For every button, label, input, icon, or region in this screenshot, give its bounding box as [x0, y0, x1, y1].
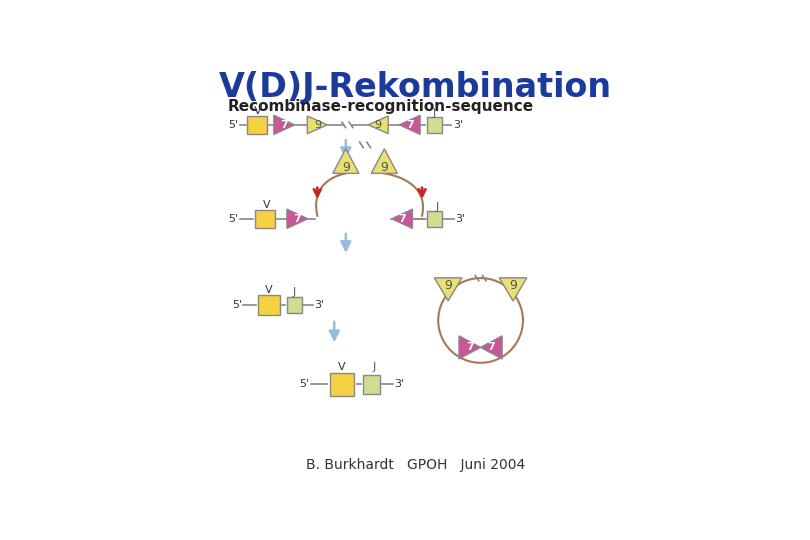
Text: 5': 5'	[300, 379, 309, 389]
Text: 3': 3'	[314, 300, 324, 310]
Bar	[330, 373, 354, 396]
Text: J: J	[292, 287, 296, 297]
Text: 9: 9	[381, 161, 388, 174]
Text: V: V	[262, 200, 271, 210]
Polygon shape	[287, 209, 308, 228]
Text: 9: 9	[374, 120, 382, 130]
Text: 9: 9	[509, 279, 517, 292]
Polygon shape	[392, 209, 412, 228]
Polygon shape	[499, 278, 526, 301]
Text: 5': 5'	[228, 214, 238, 224]
Text: V(D)J-Rekombination: V(D)J-Rekombination	[219, 71, 612, 104]
Text: 3': 3'	[394, 379, 404, 389]
Polygon shape	[307, 116, 327, 134]
Polygon shape	[333, 148, 359, 173]
Text: B. Burkhardt   GPOH   Juni 2004: B. Burkhardt GPOH Juni 2004	[305, 458, 525, 472]
Text: J: J	[433, 109, 436, 118]
Polygon shape	[459, 336, 480, 359]
Text: 3': 3'	[455, 214, 465, 224]
Polygon shape	[434, 278, 462, 301]
Text: 5': 5'	[228, 120, 238, 130]
Text: V: V	[338, 362, 346, 373]
Text: 5': 5'	[232, 300, 242, 310]
Text: 7: 7	[406, 120, 414, 130]
Polygon shape	[371, 148, 398, 173]
Text: J: J	[435, 202, 438, 212]
Text: 7: 7	[466, 342, 474, 353]
Bar	[247, 116, 267, 134]
Text: 7: 7	[280, 120, 288, 130]
Polygon shape	[480, 336, 502, 359]
Text: 9: 9	[313, 120, 321, 130]
Polygon shape	[369, 116, 388, 134]
Text: J: J	[373, 362, 376, 373]
Polygon shape	[399, 115, 420, 134]
Text: 7: 7	[293, 214, 301, 224]
Bar	[258, 295, 279, 315]
Text: 3': 3'	[453, 120, 463, 130]
Text: V: V	[265, 285, 273, 295]
Text: V: V	[254, 106, 261, 116]
Text: 7: 7	[488, 342, 495, 353]
Text: 9: 9	[342, 161, 350, 174]
Bar	[363, 375, 380, 394]
Bar	[287, 298, 302, 313]
Bar	[427, 211, 442, 226]
Text: 7: 7	[399, 214, 406, 224]
Text: 9: 9	[444, 279, 452, 292]
Text: Recombinase-recognition-sequence: Recombinase-recognition-sequence	[228, 99, 534, 114]
Polygon shape	[274, 115, 295, 134]
Bar	[427, 117, 442, 132]
Bar	[255, 210, 275, 228]
